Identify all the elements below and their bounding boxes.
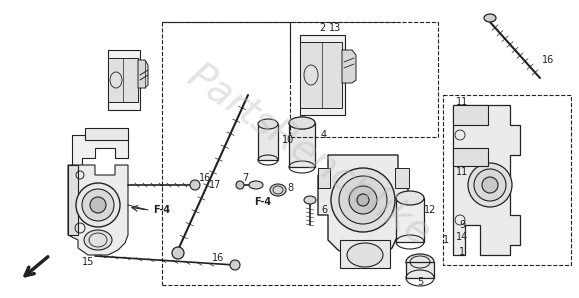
Text: 13: 13: [329, 23, 341, 33]
Ellipse shape: [172, 247, 184, 259]
Polygon shape: [85, 128, 128, 140]
Bar: [453, 148, 488, 166]
Ellipse shape: [289, 117, 315, 129]
Text: 9: 9: [459, 220, 465, 230]
Polygon shape: [453, 150, 465, 163]
Polygon shape: [340, 240, 390, 268]
Text: 10: 10: [282, 135, 294, 145]
Polygon shape: [453, 105, 520, 255]
Polygon shape: [72, 135, 128, 165]
Ellipse shape: [406, 254, 434, 270]
Text: 12: 12: [424, 205, 436, 215]
Text: 2: 2: [319, 23, 325, 33]
Ellipse shape: [236, 181, 244, 189]
Text: 8: 8: [287, 183, 293, 193]
Text: 15: 15: [82, 257, 94, 267]
Bar: [318, 168, 330, 188]
Ellipse shape: [347, 243, 383, 267]
Ellipse shape: [90, 197, 106, 213]
Ellipse shape: [484, 14, 496, 22]
Ellipse shape: [396, 191, 424, 205]
Polygon shape: [467, 108, 485, 122]
Ellipse shape: [304, 196, 316, 204]
Ellipse shape: [339, 176, 387, 224]
Text: 5: 5: [417, 277, 423, 287]
Polygon shape: [138, 60, 148, 88]
Polygon shape: [108, 58, 138, 102]
Bar: [406, 262, 434, 278]
Text: 1: 1: [443, 235, 449, 245]
Text: 17: 17: [209, 180, 221, 190]
Polygon shape: [68, 165, 78, 235]
Text: 1: 1: [459, 247, 465, 257]
Text: 11: 11: [456, 97, 468, 107]
Text: 7: 7: [242, 173, 248, 183]
Text: 16: 16: [212, 253, 224, 263]
Polygon shape: [108, 50, 140, 110]
Bar: [396, 198, 424, 242]
Text: 6: 6: [321, 205, 327, 215]
Polygon shape: [467, 150, 482, 163]
Text: 16: 16: [199, 173, 211, 183]
Ellipse shape: [482, 177, 498, 193]
Text: 4: 4: [321, 130, 327, 140]
Ellipse shape: [190, 180, 200, 190]
Bar: [290, 22, 438, 137]
Ellipse shape: [82, 189, 114, 221]
Bar: [258, 124, 278, 160]
Text: F-4: F-4: [153, 205, 171, 215]
Ellipse shape: [270, 184, 286, 196]
Ellipse shape: [84, 230, 112, 250]
Polygon shape: [453, 108, 465, 122]
Ellipse shape: [357, 194, 369, 206]
Bar: [443, 95, 571, 265]
Ellipse shape: [468, 163, 512, 207]
Text: F-4: F-4: [254, 197, 272, 207]
Polygon shape: [300, 35, 345, 115]
Bar: [289, 123, 315, 167]
Ellipse shape: [249, 181, 263, 189]
Ellipse shape: [349, 186, 377, 214]
Ellipse shape: [76, 183, 120, 227]
Ellipse shape: [230, 260, 240, 270]
Text: PartsRenchlike: PartsRenchlike: [181, 57, 439, 253]
Polygon shape: [68, 165, 128, 255]
Polygon shape: [318, 155, 408, 260]
Polygon shape: [300, 42, 342, 108]
Text: 11: 11: [456, 167, 468, 177]
Text: 16: 16: [542, 55, 554, 65]
Bar: [453, 105, 488, 125]
Ellipse shape: [258, 119, 278, 129]
Bar: [395, 168, 409, 188]
Ellipse shape: [474, 169, 506, 201]
Text: 14: 14: [456, 232, 468, 242]
Ellipse shape: [289, 117, 315, 129]
Polygon shape: [342, 50, 356, 83]
Ellipse shape: [331, 168, 395, 232]
